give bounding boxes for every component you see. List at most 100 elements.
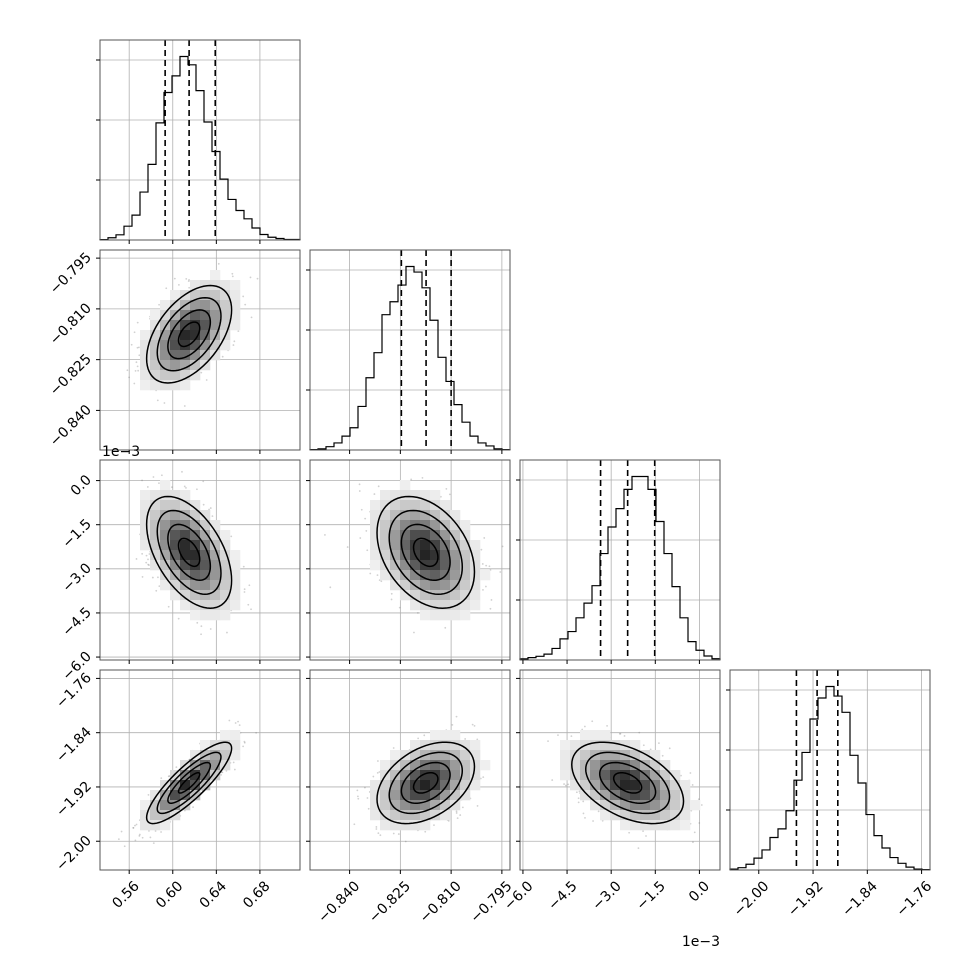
scatter-point [250, 316, 253, 319]
scatter-point [196, 488, 198, 491]
density-cell [420, 810, 431, 821]
density-cell [630, 780, 641, 791]
density-cell [400, 580, 411, 591]
scatter-point [661, 754, 664, 757]
scatter-point [377, 832, 380, 835]
scatter-point [380, 580, 383, 583]
density-cell [160, 480, 171, 491]
scatter-point [237, 330, 240, 333]
density-cell [440, 800, 451, 811]
density-cell [660, 790, 671, 801]
scatter-point [183, 405, 186, 407]
scatter-panel [135, 470, 252, 636]
density-cell [170, 550, 181, 561]
density-cell [410, 540, 421, 551]
contour-line [388, 509, 464, 596]
scatter-point [668, 747, 671, 750]
density-cell [180, 330, 191, 341]
x-tick-label: −1.76 [894, 878, 936, 920]
density-cell [220, 280, 231, 291]
scatter-point [156, 399, 159, 402]
scatter-point [138, 354, 141, 357]
scatter-point [231, 275, 234, 278]
density-cell [660, 810, 671, 821]
density-cell [590, 790, 601, 801]
density-cell [390, 810, 401, 821]
scatter-point [243, 741, 246, 744]
scatter-point [247, 603, 250, 606]
density-cell [220, 550, 231, 561]
scatter-point [433, 824, 435, 827]
density-cell [460, 750, 471, 761]
density-cell [460, 780, 471, 791]
density-cell [160, 330, 171, 341]
density-cell [390, 820, 401, 831]
density-cell [430, 580, 441, 591]
density-cell [390, 770, 401, 781]
scatter-point [148, 564, 150, 566]
density-cell [200, 590, 211, 601]
density-cell [690, 800, 701, 811]
scatter-point [366, 549, 369, 552]
density-cell [470, 740, 481, 751]
density-cell [440, 790, 451, 801]
x-tick-label: −2.00 [731, 878, 773, 920]
scatter-point [476, 805, 479, 807]
scatter-point [145, 561, 148, 564]
density-cell [440, 590, 451, 601]
scatter-point [375, 826, 378, 828]
density-cell [190, 750, 201, 761]
scatter-point [417, 737, 420, 740]
density-cell [610, 760, 621, 771]
density-cell [390, 790, 401, 801]
density-cell [440, 500, 451, 511]
scatter-point [155, 589, 158, 592]
x-tick-label: −0.825 [366, 878, 414, 926]
density-cell [230, 600, 241, 611]
scatter-point [209, 628, 212, 630]
density-cell [190, 760, 201, 771]
density-cell [200, 520, 211, 531]
density-cell [400, 480, 411, 491]
density-cell [410, 750, 421, 761]
panel-frame [519, 459, 721, 661]
density-cell [200, 570, 211, 581]
density-cell [390, 580, 401, 591]
density-cell [590, 780, 601, 791]
density-cell [140, 530, 151, 541]
y-tick-label: 0.0 [68, 472, 95, 499]
scatter-point [137, 369, 140, 372]
scatter-point [455, 715, 458, 718]
density-cell [420, 510, 431, 521]
density-cell [160, 380, 171, 391]
density-cell [170, 800, 181, 811]
panel-frame [309, 249, 511, 451]
scatter-point [135, 823, 138, 826]
density-cell [660, 760, 671, 771]
density-cell [220, 610, 231, 621]
density-cell [660, 770, 671, 781]
density-cell [680, 820, 691, 831]
scatter-point [175, 766, 178, 769]
density-cell [420, 530, 431, 541]
density-cell [160, 520, 171, 531]
density-cell [410, 490, 421, 501]
density-cell [390, 760, 401, 771]
scatter-point [583, 725, 586, 728]
scatter-point [324, 534, 326, 536]
scatter-point [202, 480, 205, 483]
density-cell [410, 570, 421, 581]
scatter-point [482, 589, 484, 591]
density-cell [440, 750, 451, 761]
density-cell [170, 580, 181, 591]
density-cell [160, 810, 171, 821]
scatter-point [152, 842, 155, 845]
density-cell [230, 580, 241, 591]
density-cell [400, 550, 411, 561]
scatter-point [591, 720, 594, 723]
density-cell [220, 310, 231, 321]
density-cell [420, 800, 431, 811]
density-cell [410, 810, 421, 821]
density-cell [220, 590, 231, 601]
scatter-point [516, 777, 518, 779]
